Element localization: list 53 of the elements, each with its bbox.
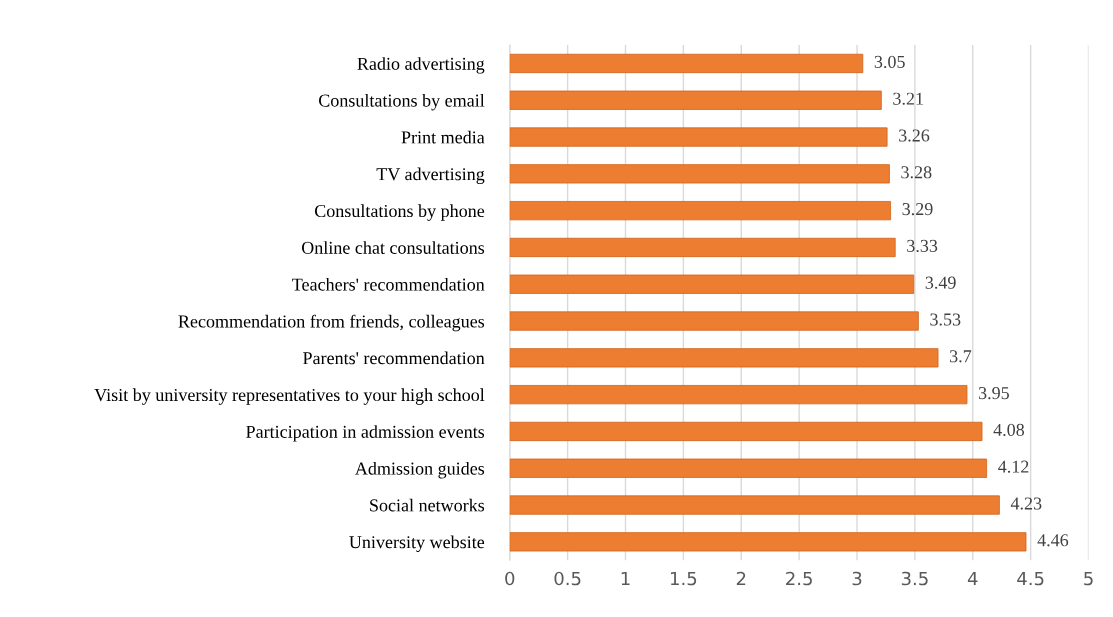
y-tick-label: Parents' recommendation: [303, 351, 485, 365]
data-label: 3.95: [978, 387, 1009, 400]
bar: [509, 385, 968, 405]
x-tick-label: 2.5: [786, 571, 812, 586]
data-label: 3.7: [950, 350, 972, 363]
data-label: 4.08: [993, 423, 1025, 437]
y-tick-label: Teachers' recommendation: [292, 277, 485, 291]
data-label: 3.53: [930, 313, 961, 326]
bar: [509, 348, 939, 368]
x-tick-label: 0: [505, 571, 515, 586]
y-tick-label: Social networks: [370, 498, 485, 512]
data-label: 3.49: [925, 276, 956, 289]
bar: [509, 458, 988, 478]
bar: [509, 532, 1027, 552]
x-tick-label: 0.5: [554, 571, 581, 586]
y-tick-label: University website: [349, 535, 485, 552]
bar: [509, 274, 915, 294]
data-label: 3.33: [907, 239, 938, 253]
bar: [509, 164, 890, 184]
data-label: 3.05: [874, 55, 905, 69]
bar: [509, 421, 983, 442]
data-label: 4.23: [1010, 497, 1042, 510]
x-tick-label: 5: [1084, 571, 1093, 586]
x-tick-label: 3.5: [901, 571, 928, 586]
y-tick-label: Admission guides: [355, 461, 485, 479]
data-label: 4.46: [1037, 534, 1069, 547]
y-tick-label: Online chat consultations: [301, 241, 485, 254]
data-label: 3.29: [902, 203, 933, 216]
x-tick-label: 4: [967, 571, 978, 586]
x-tick-label: 3: [852, 571, 862, 586]
bar: [509, 127, 888, 147]
y-tick-label: Print media: [401, 130, 485, 144]
bar: [509, 53, 864, 74]
x-tick-label: 2: [736, 571, 746, 586]
bar: [509, 201, 891, 221]
data-label: 3.21: [893, 92, 923, 105]
bar: [509, 311, 919, 331]
y-tick-label: Consultations by phone: [314, 204, 485, 221]
data-label: 3.28: [901, 166, 932, 179]
y-tick-label: Visit by university representatives to your high school: [94, 388, 485, 405]
x-tick-label: 1.5: [671, 571, 697, 586]
data-label: 3.26: [899, 129, 930, 142]
y-tick-label: Participation in admission events: [246, 425, 485, 442]
y-tick-label: Consultations by email: [318, 93, 485, 111]
bar: [509, 90, 882, 110]
bar: [509, 237, 896, 258]
bar: [509, 495, 1000, 515]
x-tick-label: 4.5: [1017, 571, 1044, 586]
x-tick-label: 1: [621, 571, 630, 586]
data-label: 4.12: [998, 460, 1029, 473]
y-tick-label: Recommendation from friends, colleagues: [178, 314, 485, 332]
y-tick-label: TV advertising: [376, 167, 485, 184]
y-tick-label: Radio advertising: [357, 57, 485, 74]
